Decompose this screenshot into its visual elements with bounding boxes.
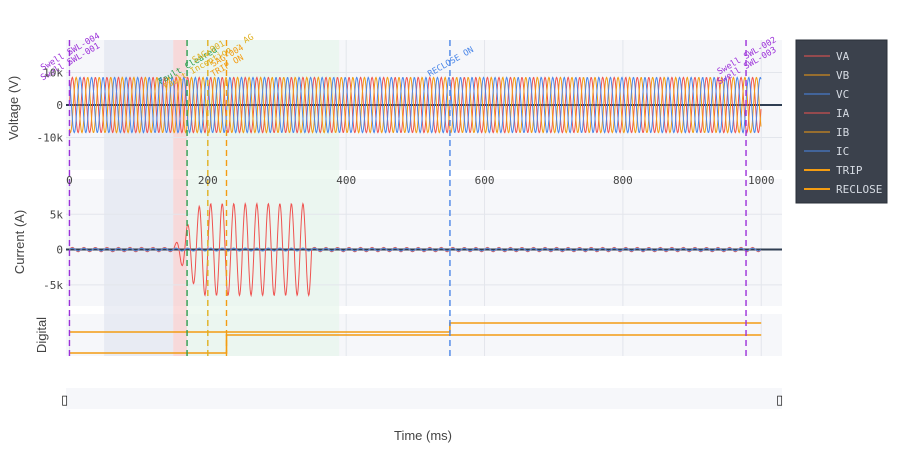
legend-item-vc[interactable]: VC xyxy=(804,88,849,101)
legend-label: TRIP xyxy=(836,164,863,177)
legend-label: RECLOSE xyxy=(836,183,882,196)
x-tick-label: 600 xyxy=(475,174,495,187)
y-tick-label-voltage: 0 xyxy=(56,99,63,112)
legend-item-ib[interactable]: IB xyxy=(804,126,850,139)
series-line-va xyxy=(69,76,762,134)
range-slider-right-handle[interactable]: ▯ xyxy=(776,393,783,408)
y-axis-title-current: Current (A) xyxy=(12,210,27,274)
y-tick-label-voltage: -10k xyxy=(37,132,64,145)
y-tick-label-voltage: 10k xyxy=(43,67,63,80)
y-axis-title-voltage: Voltage (V) xyxy=(6,76,21,140)
legend-label: IC xyxy=(836,145,849,158)
legend-label: VC xyxy=(836,88,849,101)
legend-item-va[interactable]: VA xyxy=(804,50,850,63)
series-lines xyxy=(69,76,762,354)
x-axis-title: Time (ms) xyxy=(394,428,452,443)
series-line-vb xyxy=(69,76,762,134)
series-line-vc xyxy=(69,76,762,134)
x-tick-label: 400 xyxy=(336,174,356,187)
legend-label: IB xyxy=(836,126,850,139)
range-slider-track[interactable] xyxy=(66,388,782,409)
legend-item-vb[interactable]: VB xyxy=(804,69,850,82)
series-line-ic xyxy=(69,247,762,252)
y-tick-label-current: 5k xyxy=(50,208,64,221)
legend: VA VB VC IA IB IC TRIP RECLOSE xyxy=(795,39,888,204)
tick-labels: 0 200 400 600 800 1000 10k 0 -10k 5k 0 -5k xyxy=(37,67,775,292)
legend-item-ia[interactable]: IA xyxy=(804,107,850,120)
range-slider-left-handle[interactable]: ▯ xyxy=(61,393,68,408)
legend-item-ic[interactable]: IC xyxy=(804,145,849,158)
x-tick-label: 0 xyxy=(66,174,73,187)
legend-label: IA xyxy=(836,107,850,120)
range-slider[interactable]: ▯ ▯ xyxy=(61,388,783,409)
shaded-region-0 xyxy=(104,40,174,356)
x-tick-label: 1000 xyxy=(748,174,775,187)
legend-label: VA xyxy=(836,50,850,63)
y-tick-label-current: -5k xyxy=(43,279,63,292)
series-line-reclose xyxy=(69,322,762,333)
legend-item-reclose[interactable]: RECLOSE xyxy=(804,183,882,196)
x-tick-label: 800 xyxy=(613,174,633,187)
y-tick-label-current: 0 xyxy=(56,244,63,257)
legend-item-trip[interactable]: TRIP xyxy=(804,164,863,177)
x-tick-label: 200 xyxy=(198,174,218,187)
legend-label: VB xyxy=(836,69,850,82)
y-axis-title-digital: Digital xyxy=(34,317,49,353)
legend-background xyxy=(795,39,888,204)
